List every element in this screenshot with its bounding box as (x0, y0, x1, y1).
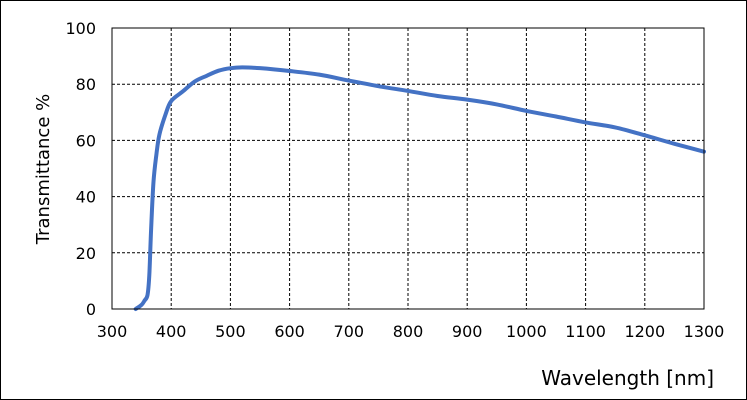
x-tick-label: 1000 (506, 322, 547, 341)
x-axis-label: Wavelength [nm] (541, 366, 714, 390)
y-tick-label: 40 (76, 188, 96, 207)
y-tick-label: 60 (76, 131, 96, 150)
y-tick-label: 100 (65, 19, 96, 38)
transmittance-line (133, 65, 706, 311)
y-axis-label: Transmittance % (33, 94, 54, 245)
plot-area-border (111, 27, 705, 310)
series (133, 65, 706, 311)
grid (112, 28, 704, 309)
x-tick-label: 900 (452, 322, 483, 341)
x-tick-label: 800 (393, 322, 424, 341)
x-tick-label: 400 (156, 322, 187, 341)
x-tick-label: 700 (334, 322, 365, 341)
tick-labels: 300 400 500 600 700 800 900 1000 1100 1200 1300 0 20… (65, 19, 724, 341)
x-tick-label: 600 (274, 322, 305, 341)
x-tick-label: 1300 (684, 322, 725, 341)
x-tick-label: 1100 (565, 322, 606, 341)
x-tick-label: 1200 (624, 322, 665, 341)
x-tick-label: 300 (97, 322, 128, 341)
y-tick-label: 80 (76, 75, 96, 94)
y-tick-label: 0 (86, 300, 96, 319)
y-tick-label: 20 (76, 244, 96, 263)
x-tick-label: 500 (215, 322, 246, 341)
